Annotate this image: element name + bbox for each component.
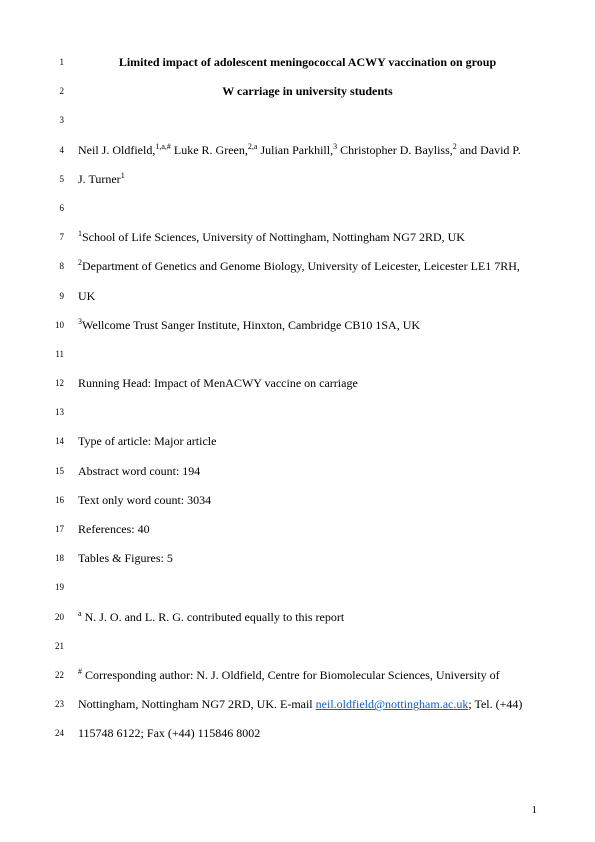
equal-contribution: a N. J. O. and L. R. G. contributed equa…: [78, 609, 537, 625]
line-number: 9: [40, 288, 64, 302]
line-number: 1: [40, 54, 64, 68]
corresponding-author-2: Nottingham, Nottingham NG7 2RD, UK. E-ma…: [78, 696, 537, 712]
line-number: 16: [40, 492, 64, 506]
affiliation-3: 3Wellcome Trust Sanger Institute, Hinxto…: [78, 317, 537, 333]
title-text-1: Limited impact of adolescent meningococc…: [78, 54, 537, 70]
line-number: 5: [40, 171, 64, 185]
text-word-count: Text only word count: 3034: [78, 492, 537, 508]
corresponding-author-3: 115748 6122; Fax (+44) 115846 8002: [78, 725, 537, 741]
line-number: 3: [40, 112, 64, 126]
title-text-2: W carriage in university students: [78, 83, 537, 99]
blank-line: [78, 200, 537, 216]
line-number: 20: [40, 609, 64, 623]
line-number: 12: [40, 375, 64, 389]
corresponding-author-1: # Corresponding author: N. J. Oldfield, …: [78, 667, 537, 683]
blank-line: [78, 638, 537, 654]
line-number: 22: [40, 667, 64, 681]
affiliation-1: 1School of Life Sciences, University of …: [78, 229, 537, 245]
line-number: 17: [40, 521, 64, 535]
blank-line: [78, 112, 537, 128]
affiliation-2b: UK: [78, 288, 537, 304]
blank-line: [78, 346, 537, 362]
line-number: 7: [40, 229, 64, 243]
authors-line-2: J. Turner1: [78, 171, 537, 187]
line-number: 15: [40, 463, 64, 477]
line-number: 8: [40, 258, 64, 272]
tables-figures-count: Tables & Figures: 5: [78, 550, 537, 566]
running-head: Running Head: Impact of MenACWY vaccine …: [78, 375, 537, 391]
line-number: 19: [40, 579, 64, 593]
line-number: 14: [40, 433, 64, 447]
line-number: 24: [40, 725, 64, 739]
blank-line: [78, 579, 537, 595]
line-number: 2: [40, 83, 64, 97]
line-number: 6: [40, 200, 64, 214]
line-number: 23: [40, 696, 64, 710]
page-number: 1: [532, 804, 538, 816]
line-number: 13: [40, 404, 64, 418]
line-number: 18: [40, 550, 64, 564]
blank-line: [78, 404, 537, 420]
line-number: 10: [40, 317, 64, 331]
line-number: 11: [40, 346, 64, 360]
references-count: References: 40: [78, 521, 537, 537]
line-number: 21: [40, 638, 64, 652]
abstract-word-count: Abstract word count: 194: [78, 463, 537, 479]
line-number: 4: [40, 142, 64, 156]
email-link[interactable]: neil.oldfield@nottingham.ac.uk: [316, 697, 469, 711]
authors-line-1: Neil J. Oldfield,1,a,# Luke R. Green,2,a…: [78, 142, 537, 158]
affiliation-2: 2Department of Genetics and Genome Biolo…: [78, 258, 537, 274]
article-type: Type of article: Major article: [78, 433, 537, 449]
